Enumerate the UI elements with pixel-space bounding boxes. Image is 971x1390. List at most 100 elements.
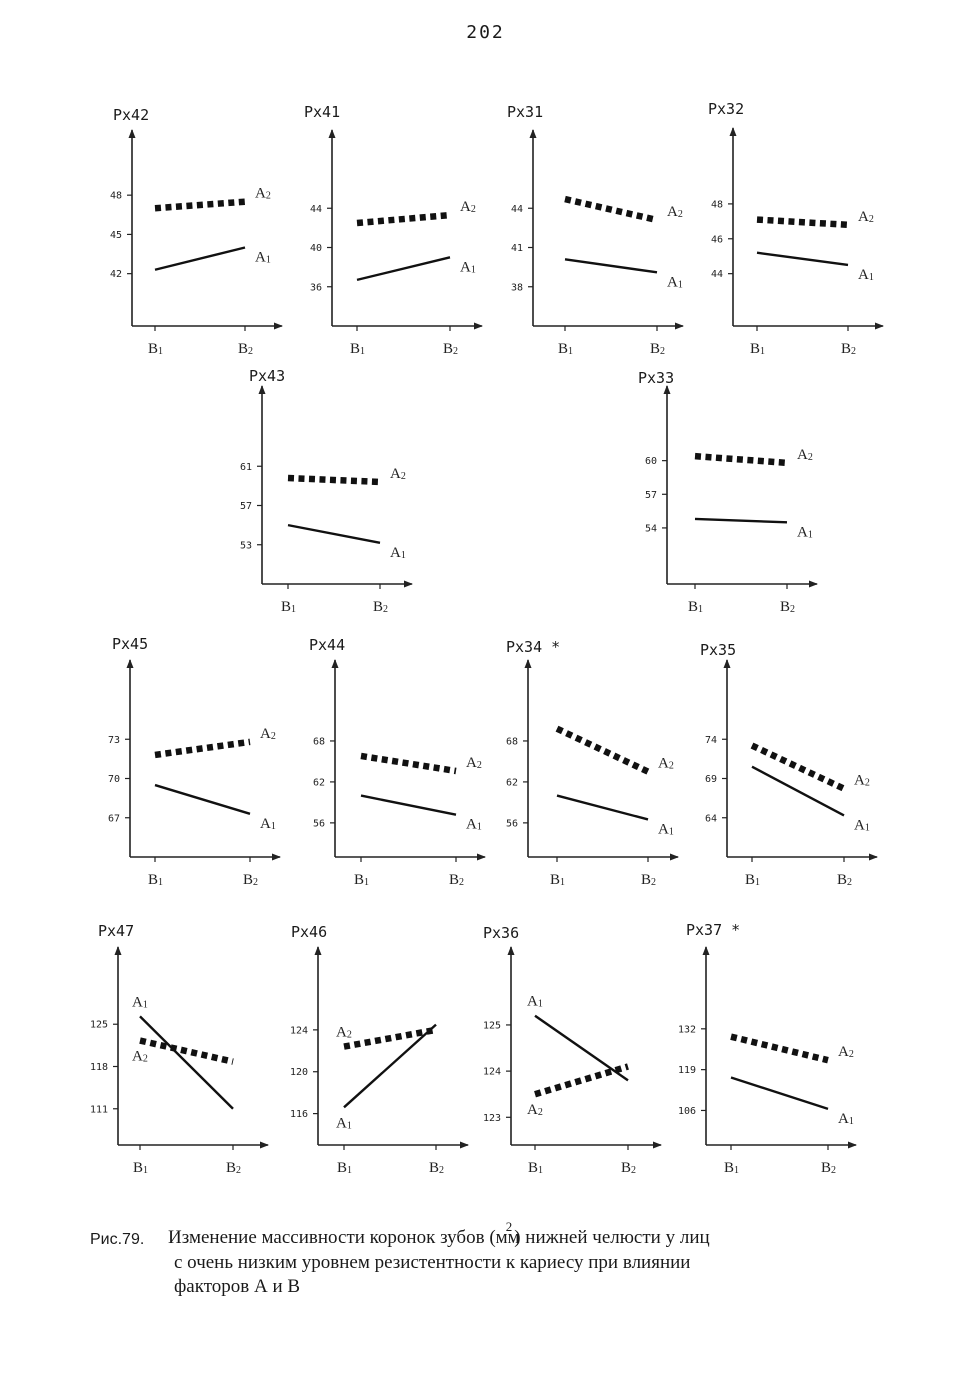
series-line-a1	[360, 794, 457, 816]
y-tick-label: 111	[90, 1104, 108, 1115]
y-tick-label: 44	[711, 269, 723, 280]
y-tick-label: 62	[313, 777, 325, 788]
y-tick-label: 125	[483, 1020, 501, 1031]
x-tick-label: B1	[350, 341, 365, 357]
series-label-a2: A2	[460, 199, 476, 215]
y-tick-label: 120	[290, 1067, 308, 1078]
series-line-a2	[139, 1037, 234, 1065]
x-tick-label: B1	[550, 872, 565, 888]
x-axis-arrow	[875, 322, 884, 330]
series-line-a2	[756, 216, 849, 229]
figure-label: Рис.79.	[90, 1231, 145, 1248]
x-tick-label: B2	[821, 1160, 836, 1176]
caption-superscript: 2	[505, 1219, 513, 1234]
chart-title: Px35	[700, 641, 736, 659]
x-tick-label: B1	[148, 341, 163, 357]
series-line-a1	[751, 765, 845, 817]
series-line-a1	[139, 1015, 234, 1110]
x-tick-label: B1	[148, 872, 163, 888]
y-tick-label: 123	[483, 1113, 501, 1124]
x-tick-label: B2	[243, 872, 258, 888]
y-tick-label: 124	[483, 1067, 501, 1078]
chart-title: Px36	[483, 924, 519, 942]
series-line-a2	[356, 211, 451, 227]
y-tick-label: 67	[108, 813, 120, 824]
x-tick-label: B2	[449, 872, 464, 888]
x-tick-label: B2	[837, 872, 852, 888]
y-tick-label: 48	[110, 191, 122, 202]
y-axis-arrow	[128, 129, 136, 138]
x-axis-arrow	[809, 580, 818, 588]
y-tick-label: 44	[511, 204, 523, 215]
series-line-a2	[694, 452, 788, 467]
y-axis-arrow	[524, 659, 532, 668]
x-tick-label: B1	[558, 341, 573, 357]
y-tick-label: 57	[240, 501, 252, 512]
x-tick-label: B1	[133, 1160, 148, 1176]
chart-7: Px45 67 70 73 B1 B2 A2 A1	[108, 635, 281, 888]
x-tick-label: B2	[226, 1160, 241, 1176]
chart-title: Px47	[98, 922, 134, 940]
series-line-a1	[154, 246, 246, 271]
x-tick-label: B1	[724, 1160, 739, 1176]
chart-title: Px32	[708, 100, 744, 118]
y-axis-arrow	[126, 659, 134, 668]
x-axis-arrow	[404, 580, 413, 588]
series-label-a2: A2	[260, 726, 276, 742]
x-tick-label: B1	[528, 1160, 543, 1176]
y-axis-arrow	[723, 659, 731, 668]
y-tick-label: 36	[310, 282, 322, 293]
chart-title: Px42	[113, 106, 149, 124]
caption-line-1: Изменение массивности коронок зубов (мм2…	[168, 1219, 898, 1251]
chart-title: Px46	[291, 923, 327, 941]
caption-line-2: с очень низким уровнем резистентности к …	[174, 1252, 691, 1273]
y-tick-label: 57	[645, 490, 657, 501]
x-axis-arrow	[675, 322, 684, 330]
chart-12: Px46 116 120 124 B1 B2 A2 A1	[290, 923, 469, 1176]
series-line-a1	[756, 251, 849, 267]
series-line-a1	[564, 258, 658, 274]
chart-title: Px45	[112, 635, 148, 653]
series-line-a1	[287, 523, 381, 544]
series-line-a1	[343, 1023, 437, 1109]
y-tick-label: 68	[506, 736, 518, 747]
y-tick-label: 64	[705, 813, 717, 824]
series-line-a2	[534, 1063, 629, 1098]
chart-title: Px34 *	[506, 638, 560, 656]
y-tick-label: 46	[711, 234, 723, 245]
y-tick-label: 41	[511, 243, 523, 254]
y-tick-label: 61	[240, 462, 252, 473]
series-label-a1: A1	[527, 994, 543, 1010]
chart-4: Px32 44 46 48 B1 B2 A2 A1	[708, 100, 884, 357]
chart-11: Px47 111 118 125 B1 B2 A2 A1	[90, 922, 269, 1176]
x-tick-label: B1	[750, 341, 765, 357]
series-line-a2	[750, 742, 846, 792]
series-line-a2	[287, 474, 381, 486]
y-tick-label: 106	[678, 1106, 696, 1117]
x-axis-arrow	[848, 1141, 857, 1149]
series-label-a2: A2	[527, 1102, 543, 1118]
series-label-a2: A2	[858, 209, 874, 225]
x-axis-arrow	[653, 1141, 662, 1149]
series-line-a2	[154, 198, 246, 212]
series-line-a2	[555, 725, 650, 775]
y-tick-label: 42	[110, 269, 122, 280]
y-tick-label: 124	[290, 1025, 308, 1036]
x-axis-arrow	[869, 853, 878, 861]
series-label-a2: A2	[854, 773, 870, 789]
series-label-a2: A2	[255, 186, 271, 202]
chart-6: Px33 54 57 60 B1 B2 A2 A1	[638, 369, 818, 615]
series-label-a1: A1	[858, 267, 874, 283]
series-label-a2: A2	[838, 1044, 854, 1060]
series-line-a2	[730, 1033, 829, 1064]
x-tick-label: B1	[281, 599, 296, 615]
series-line-a2	[564, 195, 658, 224]
chart-title: Px37 *	[686, 921, 740, 939]
chart-2: Px41 36 40 44 B1 B2 A2 A1	[304, 103, 483, 357]
chart-10: Px35 64 69 74 B1 B2 A2 A1	[700, 641, 878, 888]
x-tick-label: B2	[841, 341, 856, 357]
x-tick-label: B2	[780, 599, 795, 615]
series-label-a1: A1	[466, 817, 482, 833]
y-axis-arrow	[702, 946, 710, 955]
y-tick-label: 40	[310, 243, 322, 254]
